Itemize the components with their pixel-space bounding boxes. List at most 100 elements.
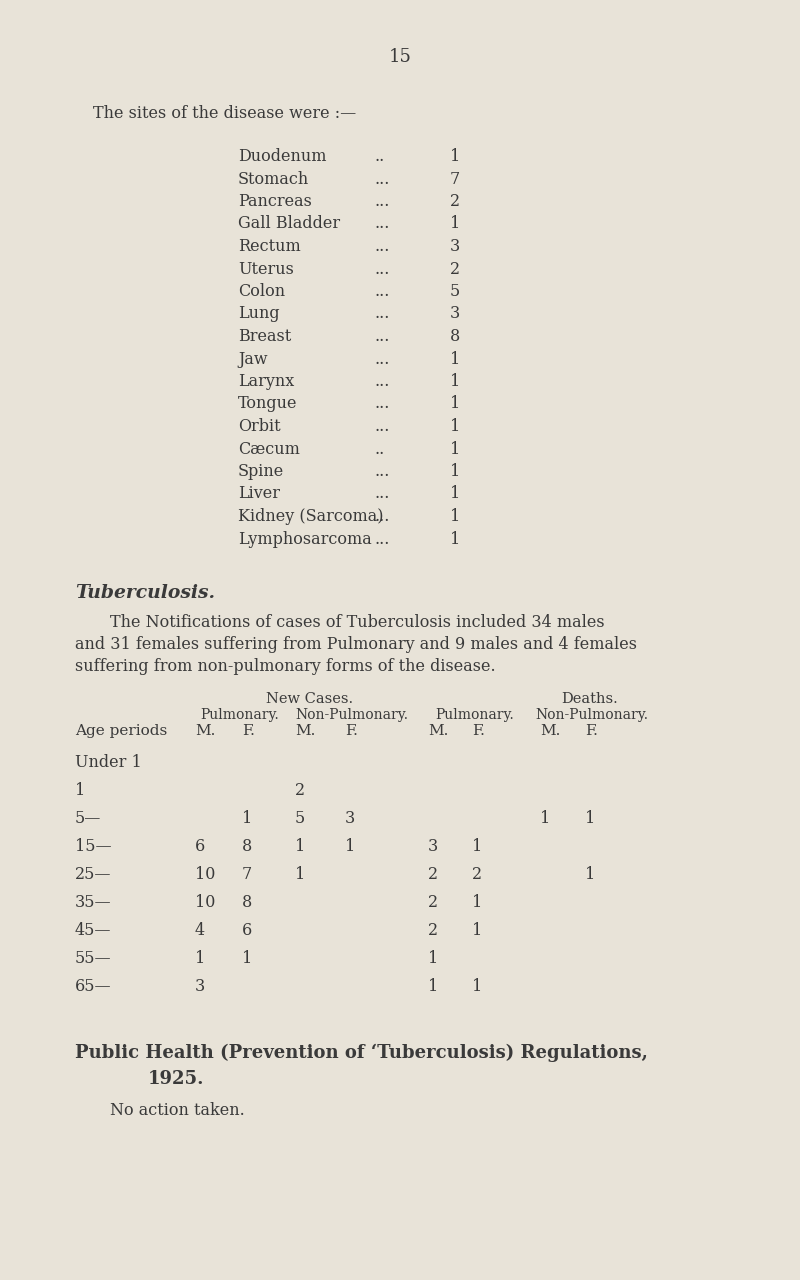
Text: 3: 3: [428, 838, 438, 855]
Text: 1: 1: [450, 372, 460, 390]
Text: ...: ...: [375, 328, 390, 346]
Text: 1: 1: [450, 351, 460, 367]
Text: M.: M.: [195, 724, 215, 739]
Text: 55—: 55—: [75, 950, 112, 966]
Text: The sites of the disease were :—: The sites of the disease were :—: [93, 105, 356, 122]
Text: Cæcum: Cæcum: [238, 440, 300, 457]
Text: and 31 females suffering from Pulmonary and 9 males and 4 females: and 31 females suffering from Pulmonary …: [75, 636, 637, 653]
Text: Breast: Breast: [238, 328, 291, 346]
Text: Non-Pulmonary.: Non-Pulmonary.: [295, 708, 408, 722]
Text: ...: ...: [375, 508, 390, 525]
Text: 3: 3: [450, 306, 460, 323]
Text: 2: 2: [295, 782, 305, 799]
Text: ...: ...: [375, 419, 390, 435]
Text: 65—: 65—: [75, 978, 112, 995]
Text: ...: ...: [375, 193, 390, 210]
Text: 6: 6: [195, 838, 206, 855]
Text: 10: 10: [195, 893, 215, 911]
Text: ...: ...: [375, 238, 390, 255]
Text: 8: 8: [242, 893, 252, 911]
Text: 1: 1: [295, 867, 306, 883]
Text: F.: F.: [242, 724, 255, 739]
Text: Liver: Liver: [238, 485, 280, 503]
Text: 2: 2: [450, 261, 460, 278]
Text: 4: 4: [195, 922, 205, 940]
Text: 1: 1: [75, 782, 86, 799]
Text: 1: 1: [450, 508, 460, 525]
Text: Pancreas: Pancreas: [238, 193, 312, 210]
Text: F.: F.: [345, 724, 358, 739]
Text: Public Health (Prevention of ‘Tuberculosis) Regulations,: Public Health (Prevention of ‘Tuberculos…: [75, 1044, 648, 1062]
Text: ...: ...: [375, 463, 390, 480]
Text: Pulmonary.: Pulmonary.: [435, 708, 514, 722]
Text: 1: 1: [450, 530, 460, 548]
Text: 35—: 35—: [75, 893, 112, 911]
Text: 25—: 25—: [75, 867, 111, 883]
Text: 15—: 15—: [75, 838, 112, 855]
Text: Pulmonary.: Pulmonary.: [200, 708, 278, 722]
Text: M.: M.: [540, 724, 560, 739]
Text: Duodenum: Duodenum: [238, 148, 326, 165]
Text: No action taken.: No action taken.: [110, 1102, 245, 1119]
Text: 1: 1: [540, 810, 550, 827]
Text: 1925.: 1925.: [148, 1070, 205, 1088]
Text: ...: ...: [375, 283, 390, 300]
Text: 3: 3: [450, 238, 460, 255]
Text: Uterus: Uterus: [238, 261, 294, 278]
Text: 1: 1: [585, 867, 595, 883]
Text: 1: 1: [345, 838, 355, 855]
Text: 5—: 5—: [75, 810, 102, 827]
Text: 1: 1: [450, 396, 460, 412]
Text: Colon: Colon: [238, 283, 285, 300]
Text: 1: 1: [195, 950, 206, 966]
Text: Deaths.: Deaths.: [562, 692, 618, 707]
Text: 5: 5: [450, 283, 460, 300]
Text: M.: M.: [428, 724, 448, 739]
Text: 8: 8: [450, 328, 460, 346]
Text: 1: 1: [450, 440, 460, 457]
Text: 2: 2: [428, 867, 438, 883]
Text: 7: 7: [450, 170, 460, 187]
Text: Larynx: Larynx: [238, 372, 294, 390]
Text: 7: 7: [242, 867, 252, 883]
Text: F.: F.: [472, 724, 485, 739]
Text: 15: 15: [389, 47, 411, 67]
Text: ..: ..: [375, 440, 386, 457]
Text: 2: 2: [428, 922, 438, 940]
Text: 8: 8: [242, 838, 252, 855]
Text: ..: ..: [375, 148, 386, 165]
Text: 3: 3: [195, 978, 206, 995]
Text: 3: 3: [345, 810, 355, 827]
Text: Gall Bladder: Gall Bladder: [238, 215, 340, 233]
Text: 2: 2: [428, 893, 438, 911]
Text: 1: 1: [472, 978, 482, 995]
Text: Lung: Lung: [238, 306, 280, 323]
Text: 6: 6: [242, 922, 252, 940]
Text: 1: 1: [295, 838, 306, 855]
Text: F.: F.: [585, 724, 598, 739]
Text: Rectum: Rectum: [238, 238, 301, 255]
Text: ...: ...: [375, 485, 390, 503]
Text: 1: 1: [472, 922, 482, 940]
Text: 1: 1: [450, 215, 460, 233]
Text: 1: 1: [450, 463, 460, 480]
Text: Jaw: Jaw: [238, 351, 268, 367]
Text: New Cases.: New Cases.: [266, 692, 354, 707]
Text: ...: ...: [375, 306, 390, 323]
Text: Non-Pulmonary.: Non-Pulmonary.: [535, 708, 648, 722]
Text: Stomach: Stomach: [238, 170, 310, 187]
Text: ...: ...: [375, 170, 390, 187]
Text: 1: 1: [450, 148, 460, 165]
Text: ...: ...: [375, 372, 390, 390]
Text: 1: 1: [428, 950, 438, 966]
Text: The Notifications of cases of Tuberculosis included 34 males: The Notifications of cases of Tuberculos…: [110, 614, 605, 631]
Text: 2: 2: [472, 867, 482, 883]
Text: 1: 1: [242, 810, 252, 827]
Text: Under 1: Under 1: [75, 754, 142, 771]
Text: 1: 1: [242, 950, 252, 966]
Text: 5: 5: [295, 810, 306, 827]
Text: ...: ...: [375, 261, 390, 278]
Text: 1: 1: [450, 485, 460, 503]
Text: Lymphosarcoma: Lymphosarcoma: [238, 530, 372, 548]
Text: Kidney (Sarcoma): Kidney (Sarcoma): [238, 508, 383, 525]
